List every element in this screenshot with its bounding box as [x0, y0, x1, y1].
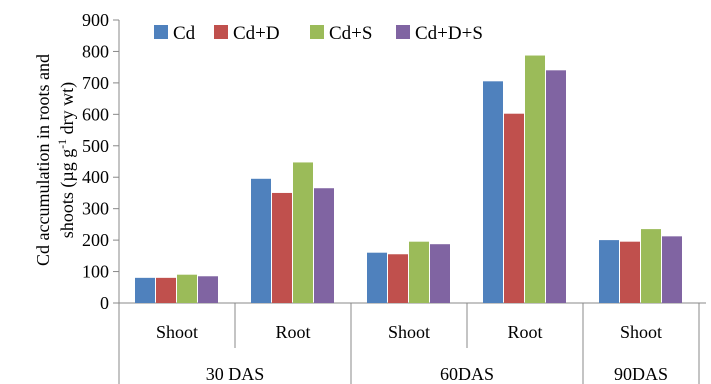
- bar-cd-plus-d-plus-s-1: [314, 188, 334, 303]
- bar-cd-plus-s-2: [409, 241, 429, 303]
- legend-label: Cd+S: [329, 23, 372, 44]
- bar-cd-plus-d-2: [388, 254, 408, 303]
- bar-cd-plus-d-1: [272, 192, 292, 303]
- legend-swatch: [396, 25, 410, 39]
- y-ticks: 0 100 200 300 400 500 600 700 800 900: [82, 10, 119, 313]
- bar-cd-plus-s-3: [525, 55, 545, 303]
- y-tick-label: 100: [82, 262, 109, 282]
- bar-cd-plus-d-plus-s-3: [546, 70, 566, 303]
- group-label: 60DAS: [440, 364, 494, 384]
- bar-cd-plus-d-3: [504, 113, 524, 304]
- bar-cd-plus-d-plus-s-0: [198, 276, 218, 303]
- legend-label: Cd+D: [233, 23, 280, 44]
- legend-swatch: [310, 25, 324, 39]
- y-tick-label: 400: [82, 167, 109, 187]
- y-tick-label: 700: [82, 73, 109, 93]
- y-axis-title-superscript: -1: [55, 139, 69, 149]
- bar-cd-plus-d-plus-s-2: [430, 244, 450, 303]
- legend-swatch: [214, 25, 228, 39]
- bar-cd-plus-s-0: [177, 274, 197, 303]
- y-tick-label: 0: [100, 293, 109, 313]
- bar-cd-plus-d-0: [156, 277, 176, 303]
- y-tick-label: 500: [82, 136, 109, 156]
- group-label: 30 DAS: [206, 364, 265, 384]
- bar-cd-plus-d-plus-s-4: [662, 236, 682, 303]
- bar-cd-1: [251, 178, 271, 303]
- legend-label: Cd: [173, 23, 196, 44]
- category-label: Root: [275, 322, 310, 342]
- category-label: Shoot: [156, 322, 198, 342]
- y-tick-label: 900: [82, 10, 109, 30]
- bar-cd-plus-d-4: [620, 241, 640, 303]
- legend-label: Cd+D+S: [415, 23, 483, 44]
- y-tick-label: 200: [82, 230, 109, 250]
- x-labels: Shoot Root Shoot Root Shoot 30 DAS 60DAS 90DAS: [118, 303, 700, 384]
- legend-swatch: [154, 25, 168, 39]
- legend: Cd Cd+D Cd+S Cd+D+S: [154, 23, 483, 44]
- bar-cd-2: [367, 252, 387, 303]
- bar-cd-plus-s-4: [641, 229, 661, 303]
- category-label: Root: [507, 322, 542, 342]
- bar-cd-0: [135, 277, 155, 303]
- bars: [135, 55, 682, 304]
- bar-cd-4: [599, 240, 619, 303]
- y-tick-label: 300: [82, 199, 109, 219]
- category-label: Shoot: [388, 322, 430, 342]
- bar-cd-3: [483, 81, 503, 303]
- y-tick-label: 800: [82, 41, 109, 61]
- y-tick-label: 600: [82, 104, 109, 124]
- category-label: Shoot: [620, 322, 662, 342]
- y-axis-title-line1: Cd accumulation in roots and: [33, 54, 53, 266]
- group-label: 90DAS: [614, 364, 668, 384]
- bar-cd-plus-s-1: [293, 162, 313, 303]
- y-axis-title-line2: shoots (µg g-1 dry wt): [55, 82, 78, 238]
